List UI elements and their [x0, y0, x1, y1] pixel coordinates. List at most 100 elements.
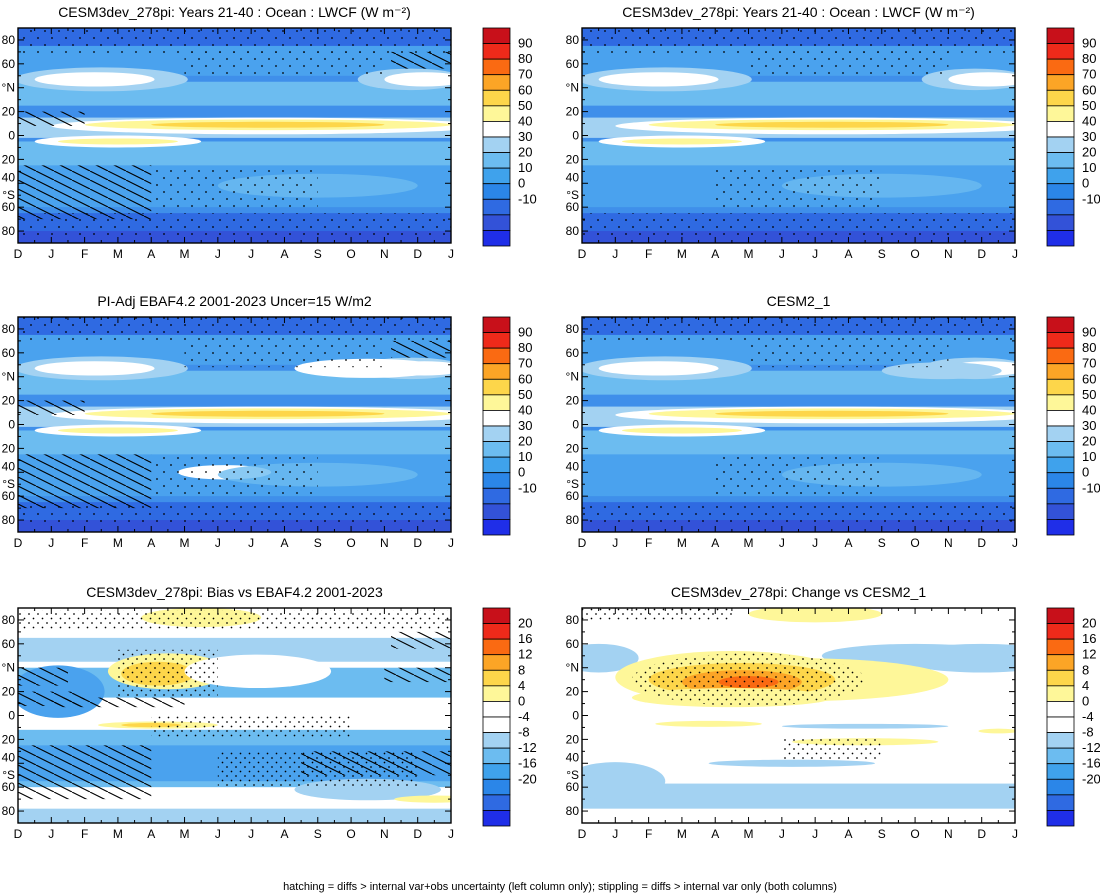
colorbar-swatch [1046, 363, 1075, 380]
colorbar-swatch [482, 472, 511, 489]
lat-tick-label: 60 [566, 57, 580, 71]
heatmap-field [18, 317, 451, 532]
colorbar-swatch [1046, 487, 1075, 505]
colorbar-swatch [482, 503, 511, 520]
colorbar-swatch [1046, 747, 1075, 765]
heatmap-field [582, 317, 1015, 532]
lat-tick-label: 20 [2, 105, 16, 119]
colorbar-swatch [1046, 410, 1075, 427]
month-tick-label: N [380, 536, 389, 550]
lat-tick-label: °S [2, 477, 15, 491]
lat-tick-label: °N [2, 661, 15, 675]
month-tick-label: D [14, 536, 23, 550]
month-tick-label: J [612, 536, 618, 550]
month-tick-label: O [346, 247, 355, 261]
colorbar-label: -12 [1082, 740, 1100, 755]
colorbar-label: 70 [1082, 67, 1096, 82]
colorbar-label: 20 [1082, 145, 1096, 160]
colorbar-label: 30 [1082, 129, 1096, 144]
colorbar-swatch [1046, 74, 1075, 91]
colorbar-swatch [1046, 519, 1075, 536]
month-tick-label: J [1012, 536, 1018, 550]
colorbar-swatch [1046, 763, 1075, 780]
lat-tick-label: 60 [2, 200, 16, 214]
lat-tick-label: 0 [8, 709, 15, 723]
colorbar-label: -10 [518, 191, 537, 206]
colorbar-swatch [482, 669, 511, 687]
lat-tick-label: 80 [2, 513, 16, 527]
month-tick-label: J [215, 247, 221, 261]
colorbar-swatch [482, 638, 511, 656]
lat-tick-label: 80 [2, 322, 16, 336]
colorbar-label: -16 [1082, 756, 1100, 771]
month-tick-label: A [711, 827, 719, 841]
month-tick-label: O [910, 536, 919, 550]
colorbar-swatch [1046, 472, 1075, 489]
month-tick-label: S [314, 827, 322, 841]
lat-tick-label: 40 [566, 170, 580, 184]
month-tick-label: O [346, 536, 355, 550]
panel-title: CESM3dev_278pi: Change vs CESM2_1 [671, 584, 926, 600]
lat-tick-label: 80 [566, 224, 580, 238]
colorbar-label: 0 [1082, 693, 1089, 708]
month-tick-label: M [677, 827, 687, 841]
colorbar-label: 30 [518, 129, 532, 144]
colorbar-swatch [1046, 456, 1075, 474]
month-tick-label: D [14, 827, 23, 841]
colorbar-label: 60 [518, 82, 532, 97]
month-tick-label: J [779, 247, 785, 261]
colorbar-swatch [482, 394, 511, 411]
month-tick-label: F [81, 247, 88, 261]
month-tick-label: O [346, 827, 355, 841]
lat-tick-label: 20 [2, 441, 16, 455]
lat-tick-label: 40 [2, 750, 16, 764]
lat-tick-label: °N [2, 81, 15, 95]
colorbar-swatch [1046, 623, 1075, 640]
month-tick-label: J [448, 536, 454, 550]
colorbar-label: 20 [518, 145, 532, 160]
lat-tick-label: °N [566, 370, 579, 384]
colorbar-label: 70 [1082, 356, 1096, 371]
month-tick-label: M [113, 536, 123, 550]
month-tick-label: S [878, 827, 886, 841]
colorbar-swatch [1046, 685, 1075, 702]
lat-tick-label: 80 [566, 613, 580, 627]
colorbar-swatch [1046, 43, 1075, 60]
colorbar-label: 80 [518, 51, 532, 66]
month-tick-label: M [677, 536, 687, 550]
lat-tick-label: 60 [566, 780, 580, 794]
lat-tick-label: 20 [566, 152, 580, 166]
lat-tick-label: 0 [572, 129, 579, 143]
lat-tick-label: °S [566, 477, 579, 491]
colorbar-label: 40 [1082, 402, 1096, 417]
month-tick-label: J [248, 536, 254, 550]
colorbar-swatch [482, 410, 511, 427]
month-tick-label: J [248, 247, 254, 261]
month-tick-label: N [380, 247, 389, 261]
lat-tick-label: 0 [8, 129, 15, 143]
month-tick-label: F [645, 247, 652, 261]
colorbar-label: 12 [518, 647, 532, 662]
colorbar-swatch [1046, 607, 1075, 624]
colorbar-label: 40 [518, 402, 532, 417]
month-tick-label: M [744, 247, 754, 261]
lat-tick-label: 20 [566, 394, 580, 408]
colorbar-swatch [1046, 810, 1075, 827]
month-tick-label: S [878, 536, 886, 550]
colorbar-label: 0 [518, 465, 525, 480]
colorbar-swatch [1046, 394, 1075, 411]
colorbar-swatch [1046, 27, 1075, 44]
colorbar-label: 20 [518, 616, 532, 631]
colorbar-swatch [1046, 638, 1075, 656]
heatmap-field [18, 28, 451, 243]
month-tick-label: O [910, 247, 919, 261]
lat-tick-label: °N [566, 81, 579, 95]
colorbar-label: 90 [1082, 36, 1096, 51]
month-tick-label: M [113, 247, 123, 261]
lat-tick-label: 40 [2, 459, 16, 473]
lat-tick-label: 60 [566, 346, 580, 360]
colorbar-swatch [1046, 183, 1075, 200]
